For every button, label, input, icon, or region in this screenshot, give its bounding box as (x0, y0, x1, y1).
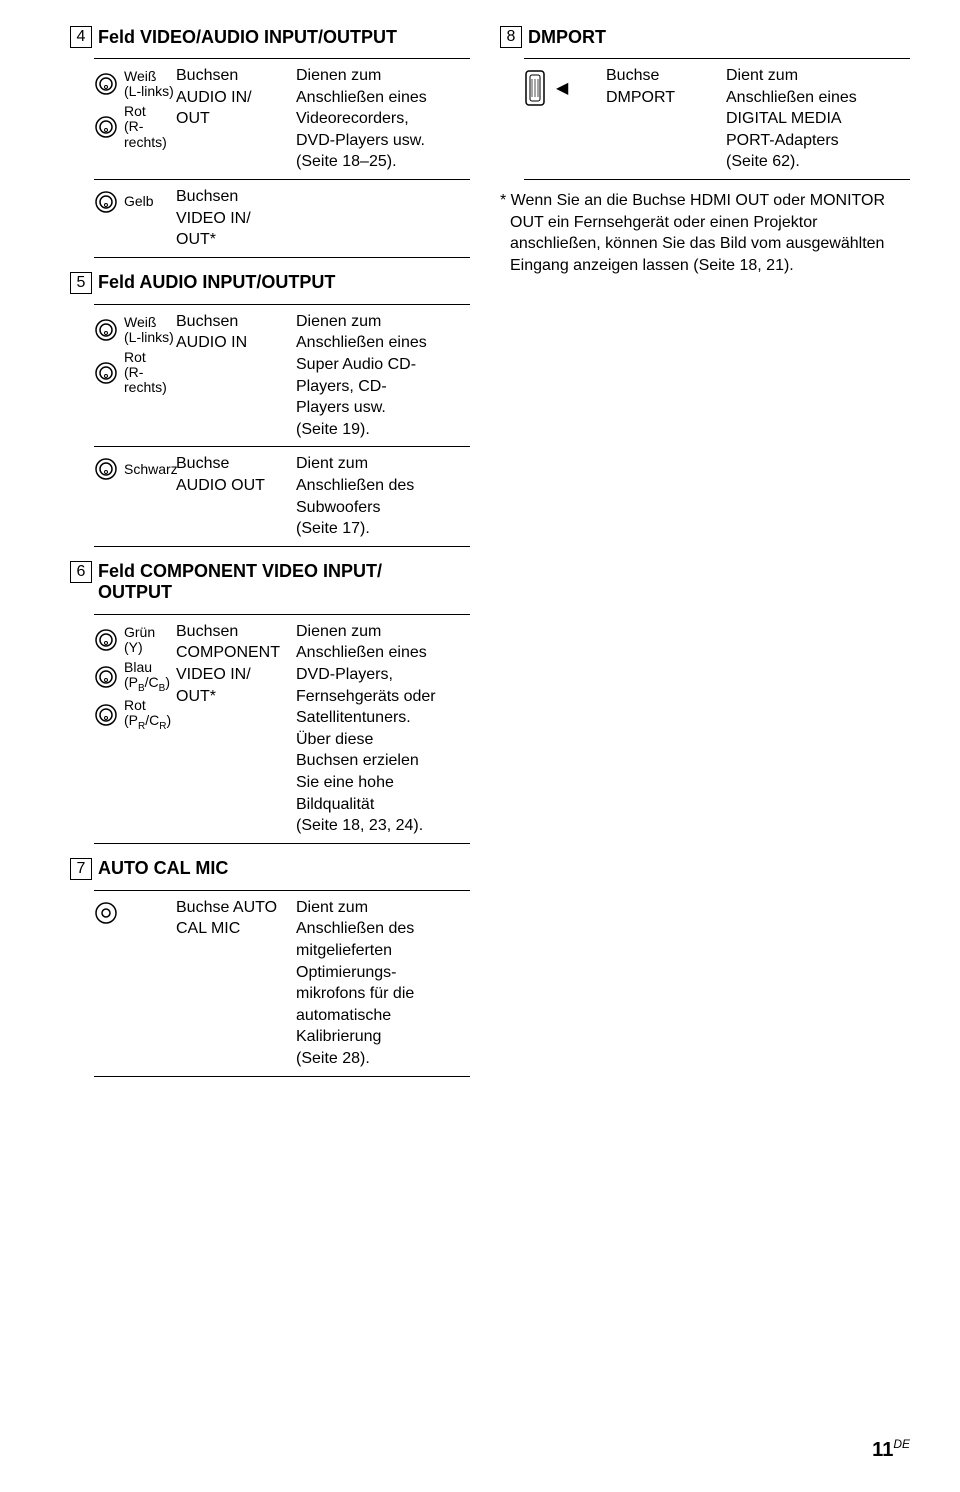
section4-row1: Gelb BuchsenVIDEO IN/OUT* (94, 180, 470, 257)
rca-jack-icon (94, 628, 118, 652)
right-column: 8 DMPORT ◀ (500, 24, 910, 1077)
jack-red: Rot(R-rechts) (94, 350, 176, 396)
section8-title: DMPORT (528, 27, 606, 48)
section7-title: AUTO CAL MIC (98, 858, 228, 879)
left-column: 4 Feld VIDEO/AUDIO INPUT/OUTPUT Weiß(L-l… (70, 24, 470, 1077)
section7-body: Buchse AUTOCAL MIC Dient zumAnschließen … (70, 890, 470, 1077)
jack-white: Weiß(L-links) (94, 69, 176, 100)
section7-header: 7 AUTO CAL MIC (70, 858, 470, 880)
section8-header: 8 DMPORT (500, 26, 910, 48)
jack-yellow: Gelb (94, 190, 176, 214)
rca-jack-icon (94, 665, 118, 689)
jack-white: Weiß(L-links) (94, 315, 176, 346)
connector-desc: Dient zumAnschließen desmitgeliefertenOp… (296, 897, 470, 1070)
icons (94, 897, 176, 929)
connector-desc: Dient zumAnschließen einesDIGITAL MEDIAP… (726, 65, 910, 173)
jack-label: Weiß(L-links) (124, 69, 174, 100)
divider (524, 179, 910, 180)
section6-title: Feld COMPONENT VIDEO INPUT/OUTPUT (98, 561, 382, 604)
connector-name: Buchse AUTOCAL MIC (176, 897, 296, 940)
arrow-left-icon: ◀ (556, 78, 568, 98)
section6-number: 6 (70, 561, 92, 583)
section5-body: Weiß(L-links) Rot(R-rechts) BuchsenAUDIO… (70, 304, 470, 547)
section6-header: 6 Feld COMPONENT VIDEO INPUT/OUTPUT (70, 561, 470, 604)
section5-title: Feld AUDIO INPUT/OUTPUT (98, 272, 335, 293)
jack-label: Rot(R-rechts) (124, 350, 176, 396)
jack-label: Rot(R-rechts) (124, 104, 176, 150)
rca-jack-icon (94, 457, 118, 481)
icons: Weiß(L-links) Rot(R-rechts) (94, 311, 176, 400)
dmport-connector: ◀ (524, 69, 606, 107)
section4-row0: Weiß(L-links) Rot(R-rechts) BuchsenAUDIO… (94, 59, 470, 179)
section7-number: 7 (70, 858, 92, 880)
section5-number: 5 (70, 272, 92, 294)
section5-header: 5 Feld AUDIO INPUT/OUTPUT (70, 272, 470, 294)
section8-body: ◀ BuchseDMPORT Dient zumAnschließen eine… (500, 58, 910, 180)
icons: Weiß(L-links) Rot(R-rechts) (94, 65, 176, 154)
rca-jack-icon (94, 115, 118, 139)
jack-label: Gelb (124, 194, 154, 209)
connector-name: BuchseAUDIO OUT (176, 453, 296, 496)
rca-jack-icon (94, 361, 118, 385)
connector-name: BuchsenAUDIO IN (176, 311, 296, 354)
connector-name: BuchsenVIDEO IN/OUT* (176, 186, 296, 251)
jack-green: Grün(Y) (94, 625, 176, 656)
connector-desc: Dienen zumAnschließen einesVideorecorder… (296, 65, 470, 173)
rca-jack-icon (94, 318, 118, 342)
connector-name: BuchseDMPORT (606, 65, 726, 108)
section4-header: 4 Feld VIDEO/AUDIO INPUT/OUTPUT (70, 26, 470, 48)
section8-footnote: * Wenn Sie an die Buchse HDMI OUT oder M… (500, 190, 910, 276)
section8-row0: ◀ BuchseDMPORT Dient zumAnschließen eine… (524, 59, 910, 179)
divider (94, 257, 470, 258)
page-number: 11DE (872, 1439, 910, 1462)
page-number-suffix: DE (893, 1437, 910, 1451)
icons: ◀ (524, 65, 606, 107)
section7-row0: Buchse AUTOCAL MIC Dient zumAnschließen … (94, 891, 470, 1076)
section4-body: Weiß(L-links) Rot(R-rechts) BuchsenAUDIO… (70, 58, 470, 258)
divider (94, 1076, 470, 1077)
page-number-value: 11 (872, 1439, 893, 1461)
section5-row1: Schwarz BuchseAUDIO OUT Dient zumAnschli… (94, 447, 470, 545)
section4-number: 4 (70, 26, 92, 48)
jack-blue: Blau(PB/CB) (94, 660, 176, 694)
rca-jack-icon (94, 190, 118, 214)
page-columns: 4 Feld VIDEO/AUDIO INPUT/OUTPUT Weiß(L-l… (70, 24, 910, 1077)
icons: Gelb (94, 186, 176, 218)
connector-desc: Dienen zumAnschließen einesSuper Audio C… (296, 311, 470, 441)
jack-label: Grün(Y) (124, 625, 155, 656)
connector-name: BuchsenAUDIO IN/OUT (176, 65, 296, 130)
rca-jack-icon (94, 72, 118, 96)
section5-row0: Weiß(L-links) Rot(R-rechts) BuchsenAUDIO… (94, 305, 470, 447)
connector-name: BuchsenCOMPONENTVIDEO IN/OUT* (176, 621, 296, 707)
jack-black: Schwarz (94, 457, 176, 481)
jack-red: Rot(PR/CR) (94, 698, 176, 732)
jack-label: Schwarz (124, 462, 178, 477)
jack-label: Rot(PR/CR) (124, 698, 171, 732)
icons: Schwarz (94, 453, 176, 485)
jack-label: Weiß(L-links) (124, 315, 174, 346)
jack-label: Blau(PB/CB) (124, 660, 170, 694)
rca-jack-icon (94, 703, 118, 727)
dmport-icon (524, 69, 546, 107)
icons: Grün(Y) Blau(PB/CB) Rot(PR/CR) (94, 621, 176, 736)
divider (94, 843, 470, 844)
connector-desc: Dienen zumAnschließen einesDVD-Players,F… (296, 621, 470, 837)
section6-row0: Grün(Y) Blau(PB/CB) Rot(PR/CR) BuchsenCO… (94, 615, 470, 843)
section4-title: Feld VIDEO/AUDIO INPUT/OUTPUT (98, 27, 397, 48)
jack-red: Rot(R-rechts) (94, 104, 176, 150)
mic-jack-icon (94, 901, 118, 925)
jack-mic (94, 901, 176, 925)
connector-desc: Dient zumAnschließen desSubwoofers(Seite… (296, 453, 470, 539)
section8-number: 8 (500, 26, 522, 48)
divider (94, 546, 470, 547)
section6-body: Grün(Y) Blau(PB/CB) Rot(PR/CR) BuchsenCO… (70, 614, 470, 844)
